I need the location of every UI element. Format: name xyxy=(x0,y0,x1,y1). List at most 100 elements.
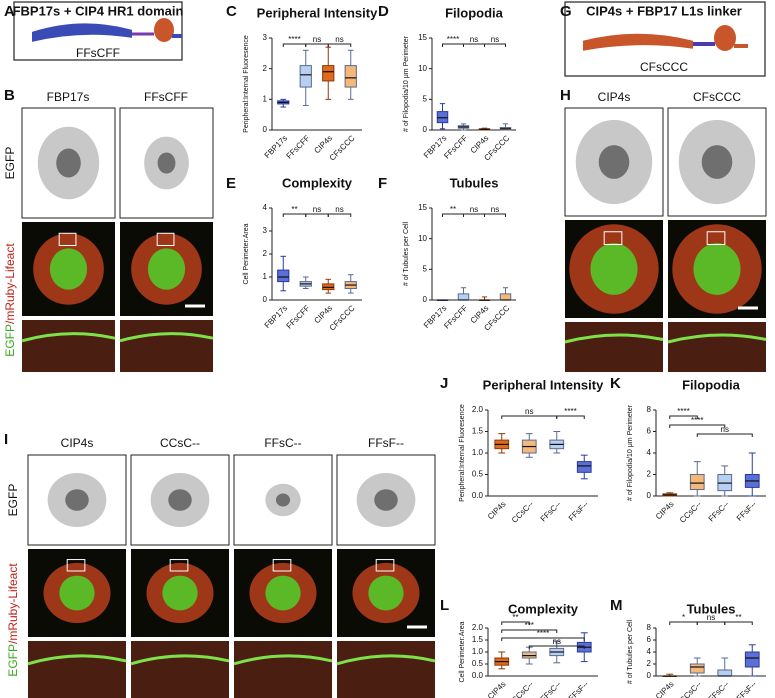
significance-bracket xyxy=(442,43,464,47)
y-tick-label: 0 xyxy=(647,671,652,680)
significance-label: **** xyxy=(288,35,300,44)
panel-label: F xyxy=(378,175,387,192)
y-tick-label: 2 xyxy=(647,659,652,668)
zoom-edge xyxy=(27,654,127,666)
cell-signal xyxy=(157,152,176,174)
y-tick-label: 2 xyxy=(647,470,652,479)
column-label: CFsCCC xyxy=(693,90,741,104)
significance-label: ns xyxy=(470,205,478,214)
y-tick-label: 0 xyxy=(423,125,428,134)
x-tick-label: FFsC-- xyxy=(707,679,731,698)
x-tick-label: FFsCFF xyxy=(442,303,469,330)
zoom-edge xyxy=(564,333,664,344)
construct-frame xyxy=(564,1,766,77)
cell-egfp xyxy=(693,243,741,295)
box xyxy=(436,111,449,124)
significance-label: ** xyxy=(450,205,456,214)
panel-label: I xyxy=(4,431,8,448)
row-label: EGFP/mRuby-Lifeact xyxy=(6,563,20,677)
cell-egfp xyxy=(59,575,95,611)
cell-egfp xyxy=(147,248,186,290)
significance-label: ns xyxy=(335,35,343,44)
significance-label: ns xyxy=(707,613,715,622)
y-tick-label: 0 xyxy=(423,295,428,304)
box xyxy=(322,65,335,82)
inset-box xyxy=(169,559,189,572)
protein-domain xyxy=(714,25,736,51)
column-label: FFsC-- xyxy=(264,436,301,450)
y-tick-label: 1.5 xyxy=(472,427,484,436)
inset-box xyxy=(156,232,175,246)
y-axis-label: # of Filopodia/10 μm Perimeter xyxy=(403,35,410,132)
significance-bracket xyxy=(463,43,485,47)
significance-label: **** xyxy=(537,629,549,638)
y-tick-label: 2 xyxy=(263,249,268,258)
significance-bracket xyxy=(282,213,307,217)
y-tick-label: 4 xyxy=(263,203,268,212)
x-tick-label: FFsF-- xyxy=(567,499,591,523)
panel-label: J xyxy=(440,375,448,392)
significance-label: ** xyxy=(735,613,741,622)
panel-label: H xyxy=(560,87,571,104)
significance-bracket xyxy=(327,213,352,217)
y-axis-label: # of Tubules per Cell xyxy=(403,221,410,286)
panel-label: M xyxy=(610,597,623,614)
significance-label: **** xyxy=(447,35,459,44)
y-tick-label: 0.0 xyxy=(472,491,484,500)
significance-label: **** xyxy=(691,416,703,425)
box xyxy=(689,474,705,491)
row-label-red: /mRuby-Lifeact xyxy=(3,243,17,324)
panel-label: E xyxy=(226,175,236,192)
chart-title: Tubules xyxy=(687,601,736,616)
significance-label: ns xyxy=(553,637,561,646)
panel-label: L xyxy=(440,597,449,614)
y-tick-label: 15 xyxy=(418,203,427,212)
y-axis-label: Cell Perimeter:Area xyxy=(459,621,466,682)
zoom-inset xyxy=(28,641,126,698)
zoom-inset xyxy=(668,322,766,372)
panel-label: B xyxy=(4,87,15,104)
y-tick-label: 15 xyxy=(418,33,427,42)
x-tick-label: FFsC-- xyxy=(539,499,563,523)
x-tick-label: FFsF-- xyxy=(567,679,591,698)
y-tick-label: 2.0 xyxy=(472,623,484,632)
y-axis-label: Peripheral:Internal Fluoresence xyxy=(243,35,250,133)
significance-bracket xyxy=(501,415,558,419)
panel-label: A xyxy=(4,3,15,20)
column-label: CCsC-- xyxy=(160,436,200,450)
significance-bracket xyxy=(501,637,585,641)
y-tick-label: 5 xyxy=(423,94,428,103)
significance-bracket xyxy=(442,213,464,217)
y-tick-label: 0.5 xyxy=(472,470,484,479)
zoom-inset xyxy=(120,320,213,372)
zoom-inset xyxy=(22,320,115,372)
inset-box xyxy=(272,559,292,572)
x-tick-label: FFsCFF xyxy=(285,303,312,330)
y-tick-label: 2.0 xyxy=(472,405,484,414)
x-tick-label: CIP4s xyxy=(486,500,508,522)
y-tick-label: 6 xyxy=(647,427,652,436)
cell-signal xyxy=(65,489,89,511)
significance-bracket xyxy=(696,433,753,437)
x-tick-label: FFsC-- xyxy=(539,679,563,698)
x-tick-label: CCsC-- xyxy=(510,499,535,524)
y-tick-label: 4 xyxy=(647,647,652,656)
significance-bracket xyxy=(724,621,753,625)
protein-domain xyxy=(154,18,174,42)
construct-frame xyxy=(13,1,183,61)
panel-label: C xyxy=(226,3,237,20)
significance-label: ns xyxy=(721,425,729,434)
significance-label: *** xyxy=(525,621,534,630)
y-tick-label: 0.0 xyxy=(472,671,484,680)
x-tick-label: CCsC-- xyxy=(678,679,703,698)
row-label: EGFP xyxy=(3,147,17,180)
significance-bracket xyxy=(305,43,329,47)
significance-bracket xyxy=(327,43,352,47)
row-label-green: EGFP xyxy=(6,644,20,677)
significance-bracket xyxy=(484,213,506,217)
significance-label: ns xyxy=(313,205,321,214)
zoom-edge xyxy=(667,333,767,344)
y-tick-label: 8 xyxy=(647,623,652,632)
row-label-green: EGFP xyxy=(3,324,17,357)
